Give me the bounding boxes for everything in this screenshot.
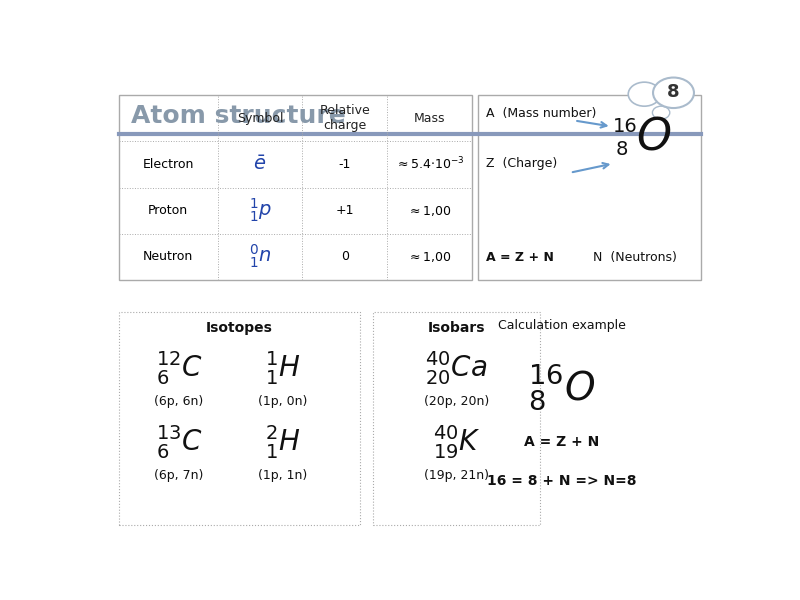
Text: Neutron: Neutron (143, 250, 194, 263)
Text: 16 = 8 + N => N=8: 16 = 8 + N => N=8 (487, 474, 637, 488)
FancyBboxPatch shape (118, 312, 361, 525)
Text: Atom structure: Atom structure (131, 104, 346, 128)
Circle shape (628, 82, 661, 106)
Text: (20p, 20n): (20p, 20n) (424, 395, 489, 409)
Text: Isobars: Isobars (428, 322, 486, 335)
Text: A  (Mass number): A (Mass number) (486, 107, 596, 119)
Text: $^{1}_{1}H$: $^{1}_{1}H$ (266, 349, 301, 387)
Text: Symbol: Symbol (237, 112, 283, 125)
Text: $^{13}_{6}C$: $^{13}_{6}C$ (155, 423, 202, 461)
Text: Proton: Proton (148, 204, 188, 217)
FancyBboxPatch shape (478, 95, 702, 280)
FancyBboxPatch shape (373, 312, 540, 525)
Text: Electron: Electron (142, 158, 194, 171)
Text: N  (Neutrons): N (Neutrons) (593, 251, 677, 264)
Text: A = Z + N: A = Z + N (486, 251, 554, 264)
Text: $\approx$5.4$\cdot$10$^{-3}$: $\approx$5.4$\cdot$10$^{-3}$ (395, 156, 464, 173)
Text: $^{0}_{1}n$: $^{0}_{1}n$ (249, 243, 271, 271)
Text: $^{40}_{20}Ca$: $^{40}_{20}Ca$ (426, 349, 488, 387)
Text: (1p, 0n): (1p, 0n) (258, 395, 308, 409)
Text: $^{2}_{1}H$: $^{2}_{1}H$ (266, 423, 301, 461)
Text: $\approx$1,00: $\approx$1,00 (407, 203, 452, 218)
Text: -1: -1 (338, 158, 351, 171)
Text: Calculation example: Calculation example (498, 319, 626, 332)
Text: $\bar{e}$: $\bar{e}$ (254, 155, 266, 174)
Text: (6p, 7n): (6p, 7n) (154, 469, 204, 482)
Text: $\approx$1,00: $\approx$1,00 (407, 250, 452, 264)
Text: (1p, 1n): (1p, 1n) (258, 469, 308, 482)
Text: Z  (Charge): Z (Charge) (486, 157, 557, 170)
Text: Mass: Mass (414, 112, 446, 125)
Text: A = Z + N: A = Z + N (524, 434, 599, 449)
FancyBboxPatch shape (118, 95, 472, 280)
Circle shape (653, 77, 694, 108)
Text: 8: 8 (615, 140, 627, 160)
Text: 0: 0 (341, 250, 349, 263)
Text: $^{40}_{19}K$: $^{40}_{19}K$ (433, 423, 481, 461)
Text: $^{16}_{8}O$: $^{16}_{8}O$ (528, 361, 595, 412)
Circle shape (653, 106, 670, 119)
Text: $^{1}_{1}p$: $^{1}_{1}p$ (249, 197, 271, 224)
Text: Relative
charge: Relative charge (319, 104, 370, 132)
Text: +1: +1 (335, 204, 354, 217)
Text: 8: 8 (667, 83, 680, 101)
Text: (19p, 21n): (19p, 21n) (424, 469, 489, 482)
Text: $\mathit{O}$: $\mathit{O}$ (636, 116, 671, 159)
Text: (6p, 6n): (6p, 6n) (154, 395, 204, 409)
Text: $^{12}_{6}C$: $^{12}_{6}C$ (155, 349, 202, 387)
Text: Isotopes: Isotopes (206, 322, 273, 335)
Text: 16: 16 (614, 117, 638, 136)
